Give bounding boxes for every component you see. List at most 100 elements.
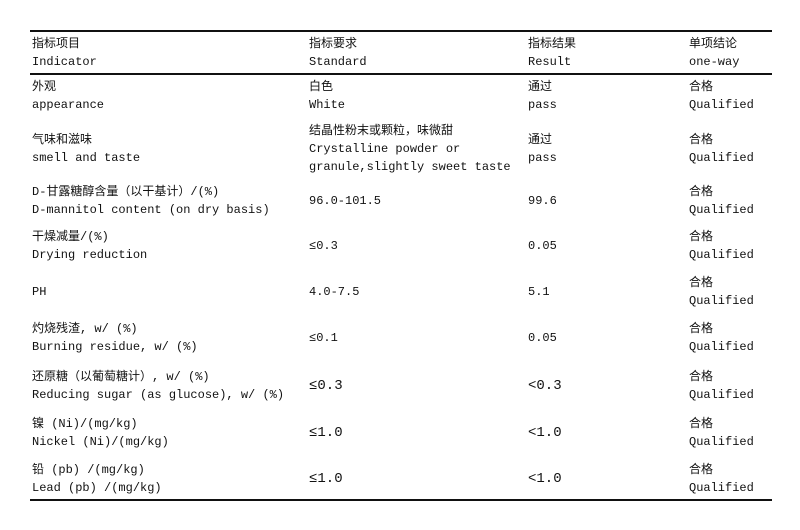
- indicator-cell: 镍 (Ni)/(mg/kg) Nickel (Ni)/(mg/kg): [30, 409, 307, 456]
- bottom-rule: [30, 499, 772, 501]
- table-header: 指标项目 Indicator 指标要求 Standard 指标结果 Result 单项…: [30, 31, 772, 74]
- result-cell: 通过 pass: [526, 118, 687, 179]
- conclusion-cell-text: 合格: [689, 369, 714, 384]
- indicator-cell: D-甘露糖醇含量（以干基计）/(%) D-mannitol content (on…: [30, 179, 307, 223]
- header-en: Indicator: [32, 54, 97, 69]
- standard-cell-text: Crystalline powder or: [309, 141, 461, 156]
- header-standard: 指标要求 Standard: [307, 31, 526, 74]
- standard-cell: ≤0.3: [307, 223, 526, 269]
- conclusion-cell-text: Qualified: [689, 248, 754, 262]
- header-zh: 指标要求: [309, 36, 358, 51]
- conclusion-cell-text: Qualified: [689, 434, 754, 449]
- indicator-cell-text: 外观: [32, 80, 57, 94]
- result-cell-text: 0.05: [528, 239, 557, 253]
- conclusion-cell-text: 合格: [689, 230, 714, 244]
- table-row: 铅 (pb) /(mg/kg) Lead (pb) /(mg/kg) ≤1.0 <1.…: [30, 456, 772, 501]
- result-cell-text: <1.0: [528, 424, 562, 441]
- standard-cell-text: 96.0-101.5: [309, 194, 382, 208]
- indicator-cell: PH: [30, 269, 307, 314]
- result-cell: 0.05: [526, 223, 687, 269]
- conclusion-cell: 合格 Qualified: [687, 456, 772, 501]
- result-cell-text: <1.0: [528, 470, 562, 487]
- conclusion-cell-text: Qualified: [689, 203, 754, 217]
- table-row: 气味和滋味 smell and taste 结晶性粉末或颗粒，味微甜 Crystall…: [30, 118, 772, 179]
- conclusion-cell-text: Qualified: [689, 340, 754, 354]
- indicator-cell-text: 铅 (pb) /(mg/kg): [32, 462, 145, 477]
- indicator-cell: 气味和滋味 smell and taste: [30, 118, 307, 179]
- indicator-cell-text: 干燥减量/(%): [32, 230, 109, 244]
- result-cell: 5.1: [526, 269, 687, 314]
- conclusion-cell: 合格 Qualified: [687, 362, 772, 409]
- indicator-cell-text: PH: [32, 284, 47, 299]
- standard-cell-text: White: [309, 98, 346, 112]
- standard-cell-text: 结晶性粉末或颗粒，味微甜: [309, 123, 454, 138]
- indicator-cell: 干燥减量/(%) Drying reduction: [30, 223, 307, 269]
- indicator-cell-text: D-mannitol content (on dry basis): [32, 203, 270, 217]
- conclusion-cell-text: 合格: [689, 416, 714, 431]
- result-cell-text: 5.1: [528, 284, 550, 299]
- indicator-cell-text: Drying reduction: [32, 248, 148, 262]
- indicator-cell-text: Nickel (Ni)/(mg/kg): [32, 434, 169, 449]
- indicator-cell-text: smell and taste: [32, 150, 141, 165]
- standard-cell: ≤0.1: [307, 314, 526, 362]
- header-rule: [30, 73, 772, 75]
- standard-cell-text: granule,slightly sweet taste: [309, 159, 511, 174]
- header-en: one-way: [689, 54, 740, 69]
- conclusion-cell: 合格 Qualified: [687, 74, 772, 118]
- standard-cell: ≤1.0: [307, 409, 526, 456]
- standard-cell: ≤1.0: [307, 456, 526, 501]
- table-row: 还原糖（以葡萄糖计）, w/ (%) Reducing sugar (as glu…: [30, 362, 772, 409]
- conclusion-cell-text: Qualified: [689, 98, 754, 112]
- result-cell: <0.3: [526, 362, 687, 409]
- result-cell-text: <0.3: [528, 377, 562, 394]
- result-cell-text: pass: [528, 98, 557, 112]
- indicator-cell-text: D-甘露糖醇含量（以干基计）/(%): [32, 185, 220, 199]
- indicator-cell-text: 气味和滋味: [32, 132, 93, 147]
- conclusion-cell: 合格 Qualified: [687, 269, 772, 314]
- conclusion-cell: 合格 Qualified: [687, 179, 772, 223]
- indicator-cell-text: Reducing sugar (as glucose), w/ (%): [32, 387, 285, 402]
- conclusion-cell-text: 合格: [689, 275, 714, 290]
- indicator-cell-text: Lead (pb) /(mg/kg): [32, 480, 162, 495]
- result-cell: <1.0: [526, 409, 687, 456]
- indicator-cell: 外观 appearance: [30, 74, 307, 118]
- result-cell-text: 通过: [528, 80, 553, 94]
- indicator-cell: 还原糖（以葡萄糖计）, w/ (%) Reducing sugar (as glu…: [30, 362, 307, 409]
- indicator-cell-text: Burning residue, w/ (%): [32, 340, 198, 354]
- standard-cell: 白色 White: [307, 74, 526, 118]
- table-row: 干燥减量/(%) Drying reduction ≤0.3 0.05 合格 Qualif…: [30, 223, 772, 269]
- standard-cell: 96.0-101.5: [307, 179, 526, 223]
- header-conclusion: 单项结论 one-way: [687, 31, 772, 74]
- conclusion-cell-text: 合格: [689, 322, 714, 336]
- indicator-cell: 灼烧残渣, w/ (%) Burning residue, w/ (%): [30, 314, 307, 362]
- header-zh: 指标项目: [32, 36, 81, 51]
- result-cell: <1.0: [526, 456, 687, 501]
- conclusion-cell: 合格 Qualified: [687, 223, 772, 269]
- conclusion-cell-text: 合格: [689, 185, 714, 199]
- indicator-cell-text: 灼烧残渣, w/ (%): [32, 322, 138, 336]
- conclusion-cell: 合格 Qualified: [687, 118, 772, 179]
- table-row: 镍 (Ni)/(mg/kg) Nickel (Ni)/(mg/kg) ≤1.0 <1.…: [30, 409, 772, 456]
- conclusion-cell-text: 合格: [689, 80, 714, 94]
- conclusion-cell: 合格 Qualified: [687, 409, 772, 456]
- result-cell-text: 99.6: [528, 194, 557, 208]
- conclusion-cell: 合格 Qualified: [687, 314, 772, 362]
- result-cell: 99.6: [526, 179, 687, 223]
- indicator-cell-text: appearance: [32, 98, 105, 112]
- header-en: Standard: [309, 54, 367, 69]
- result-cell-text: 通过: [528, 132, 553, 147]
- header-result: 指标结果 Result: [526, 31, 687, 74]
- specification-table: 指标项目 Indicator 指标要求 Standard 指标结果 Result 单项…: [30, 31, 772, 501]
- header-zh: 单项结论: [689, 36, 738, 51]
- standard-cell-text: 4.0-7.5: [309, 284, 360, 299]
- table-row: PH 4.0-7.5 5.1 合格 Qualified: [30, 269, 772, 314]
- indicator-cell: 铅 (pb) /(mg/kg) Lead (pb) /(mg/kg): [30, 456, 307, 501]
- top-rule: [30, 30, 772, 32]
- conclusion-cell-text: 合格: [689, 462, 714, 477]
- result-cell: 通过 pass: [526, 74, 687, 118]
- header-zh: 指标结果: [528, 36, 577, 51]
- table-row: 灼烧残渣, w/ (%) Burning residue, w/ (%) ≤0.1 0…: [30, 314, 772, 362]
- result-cell: 0.05: [526, 314, 687, 362]
- indicator-cell-text: 还原糖（以葡萄糖计）, w/ (%): [32, 369, 210, 384]
- conclusion-cell-text: Qualified: [689, 150, 754, 165]
